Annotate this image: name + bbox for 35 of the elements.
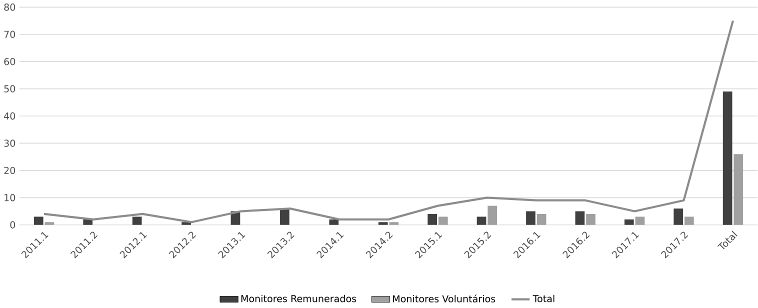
- line-series: [42, 20, 734, 224]
- y-tick-label: 70: [4, 30, 16, 38]
- legend-label: Total: [532, 294, 554, 302]
- bar: [389, 222, 399, 225]
- bar: [428, 214, 437, 225]
- bar: [536, 214, 546, 225]
- bar: [329, 219, 339, 225]
- bar: [44, 222, 54, 225]
- y-tick-label: 40: [4, 112, 16, 120]
- bar: [438, 216, 448, 225]
- y-tick-label: 30: [4, 140, 16, 147]
- bar: [674, 208, 684, 225]
- bar: [586, 214, 596, 225]
- bar: [526, 211, 536, 225]
- bar: [624, 219, 634, 225]
- bar: [488, 206, 498, 225]
- bar: [476, 216, 486, 225]
- bar: [684, 216, 694, 225]
- legend-label: Monitores Remunerados: [241, 294, 356, 302]
- legend-label: Monitores Voluntários: [393, 294, 496, 302]
- bar: [34, 216, 44, 225]
- bar: [722, 91, 732, 225]
- bar: [83, 219, 93, 225]
- y-tick-label: 60: [4, 58, 16, 66]
- bar: [280, 208, 290, 225]
- y-tick-label: 0: [10, 221, 16, 228]
- y-tick-label: 50: [4, 85, 16, 92]
- y-tick-label: 10: [4, 194, 16, 202]
- bar: [378, 222, 388, 225]
- y-tick-label: 20: [4, 166, 16, 174]
- y-tick-label: 80: [4, 3, 16, 11]
- bar: [635, 216, 645, 225]
- bar: [734, 154, 744, 225]
- bar: [132, 216, 142, 225]
- bar: [575, 211, 585, 225]
